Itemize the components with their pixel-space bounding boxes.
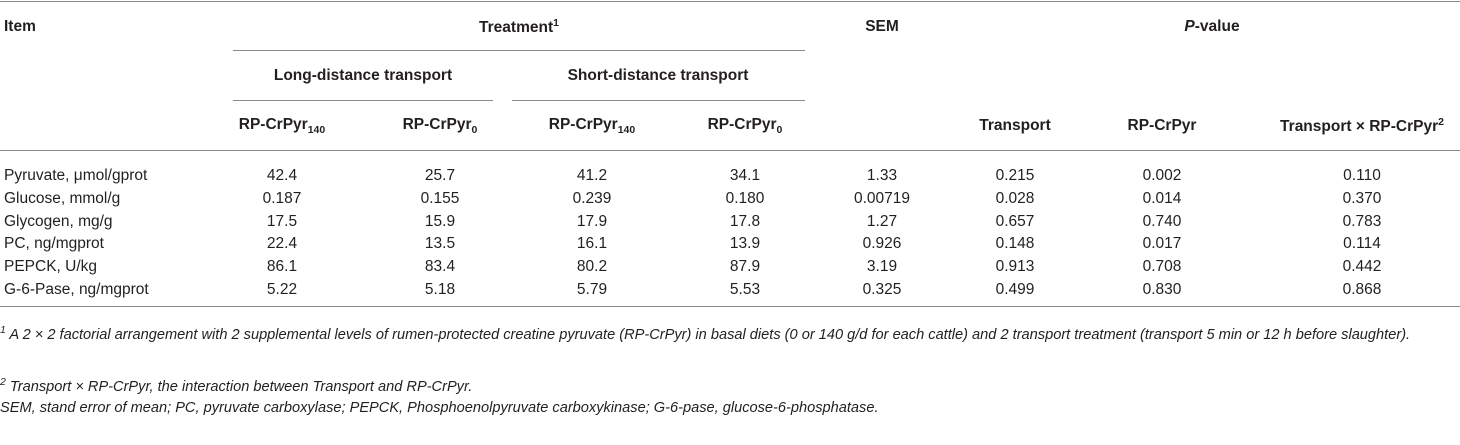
- table-cell: 5.18: [424, 281, 456, 298]
- text: -value: [1194, 18, 1240, 35]
- table-cell: 0.002: [1142, 167, 1182, 184]
- header-cell: Treatment1: [479, 17, 559, 37]
- rule: [0, 1, 1460, 2]
- table-cell: 5.53: [729, 281, 761, 298]
- table-cell: 0.110: [1343, 167, 1381, 184]
- row-label: Pyruvate, μmol/gprot: [4, 167, 148, 184]
- table-cell: 0.239: [572, 189, 612, 207]
- text: Transport × RP-CrPyr: [1280, 118, 1439, 135]
- text: RP-CrPyr: [707, 116, 777, 133]
- row-label: Glucose, mmol/g: [4, 189, 121, 207]
- subscript: 0: [471, 124, 478, 136]
- row-label: PEPCK, U/kg: [4, 258, 98, 276]
- table-cell: 0.148: [995, 235, 1035, 253]
- table-cell: 0.155: [420, 189, 460, 207]
- header-cell: RP-CrPyr0: [403, 116, 478, 136]
- subscript: 140: [617, 124, 636, 136]
- table-cell: 15.9: [424, 212, 456, 230]
- table-cell: 3.19: [866, 258, 898, 276]
- footnote: 2 Transport × RP-CrPyr, the interaction …: [0, 370, 1458, 399]
- row-label: Glycogen, mg/g: [4, 212, 113, 230]
- header-cell: Item: [4, 18, 36, 35]
- footnote-text: SEM, stand error of mean; PC, pyruvate c…: [0, 400, 879, 416]
- table-cell: 0.00719: [853, 189, 911, 207]
- table-cell: 0.442: [1342, 258, 1382, 276]
- header-cell: Short-distance transport: [567, 67, 749, 84]
- table-cell: 0.187: [262, 189, 302, 207]
- footnote: SEM, stand error of mean; PC, pyruvate c…: [0, 396, 1458, 420]
- text: Treatment: [479, 19, 554, 36]
- table-cell: 0.180: [725, 189, 765, 207]
- rule: [0, 150, 1460, 151]
- table-cell: 22.4: [266, 235, 298, 253]
- table-cell: 0.913: [995, 258, 1035, 276]
- subscript: 140: [307, 124, 326, 136]
- rule: [233, 50, 805, 51]
- table-cell: 13.5: [424, 235, 456, 253]
- text: RP-CrPyr: [548, 116, 618, 133]
- table-cell: 0.017: [1142, 235, 1182, 253]
- header-cell: RP-CrPyr140: [549, 116, 635, 136]
- table-cell: 5.22: [266, 281, 298, 298]
- header-cell: RP-CrPyr0: [708, 116, 783, 136]
- header-cell: P-value: [1184, 18, 1239, 36]
- table-cell: 80.2: [576, 258, 608, 276]
- rule: [0, 306, 1460, 307]
- row-label: PC, ng/mgprot: [4, 235, 104, 253]
- superscript: 2: [1438, 116, 1444, 128]
- table-cell: 0.499: [995, 281, 1035, 298]
- table-cell: 0.740: [1142, 212, 1182, 230]
- table-cell: 17.5: [266, 212, 298, 230]
- table-cell: 0.014: [1142, 189, 1182, 207]
- table-cell: 0.783: [1342, 212, 1382, 230]
- superscript: 1: [553, 17, 559, 29]
- table-cell: 0.325: [862, 281, 902, 298]
- footnote-mark: 1: [0, 324, 6, 336]
- table-cell: 83.4: [424, 258, 456, 276]
- table-cell: 86.1: [266, 258, 298, 276]
- table-cell: 17.8: [729, 212, 761, 230]
- table-cell: 1.33: [866, 167, 898, 184]
- table-cell: 5.79: [576, 281, 608, 298]
- table-cell: 0.830: [1142, 281, 1182, 298]
- text: RP-CrPyr: [238, 116, 308, 133]
- rule: [512, 100, 805, 101]
- table-cell: 1.27: [866, 212, 898, 230]
- rule: [233, 100, 493, 101]
- header-cell: RP-CrPyr: [1128, 117, 1197, 135]
- header-cell: RP-CrPyr140: [239, 116, 325, 136]
- footnote-text: A 2 × 2 factorial arrangement with 2 sup…: [9, 327, 1411, 343]
- table-cell: 25.7: [424, 167, 456, 184]
- table-cell: 34.1: [729, 167, 761, 184]
- table-cell: 41.2: [576, 167, 608, 184]
- table-cell: 0.370: [1342, 189, 1382, 207]
- subscript: 0: [776, 124, 783, 136]
- header-cell: Transport: [979, 117, 1050, 135]
- row-label: G-6-Pase, ng/mgprot: [4, 281, 149, 298]
- table-cell: 0.215: [995, 167, 1035, 184]
- table-cell: 13.9: [729, 235, 761, 253]
- table-cell: 0.028: [995, 189, 1035, 207]
- text: RP-CrPyr: [1127, 117, 1197, 134]
- text: RP-CrPyr: [402, 116, 472, 133]
- table-cell: 0.926: [862, 235, 902, 253]
- table-cell: 42.4: [266, 167, 298, 184]
- table-cell: 0.708: [1142, 258, 1182, 276]
- table-cell: 0.657: [995, 212, 1035, 230]
- footnote-mark: 2: [0, 376, 6, 388]
- footnote-text: Transport × RP-CrPyr, the interaction be…: [9, 379, 473, 395]
- header-cell: SEM: [865, 18, 899, 35]
- table-cell: 87.9: [729, 258, 761, 276]
- footnote: 1 A 2 × 2 factorial arrangement with 2 s…: [0, 318, 1458, 347]
- text: Transport: [979, 117, 1051, 134]
- table-cell: 16.1: [576, 235, 608, 253]
- header-cell: Long-distance transport: [273, 67, 453, 84]
- table-cell: 0.114: [1343, 235, 1381, 253]
- table-cell: 17.9: [576, 212, 608, 230]
- header-cell: Transport × RP-CrPyr2: [1280, 116, 1444, 136]
- table-cell: 0.868: [1342, 281, 1382, 298]
- italic-text: P: [1184, 18, 1195, 35]
